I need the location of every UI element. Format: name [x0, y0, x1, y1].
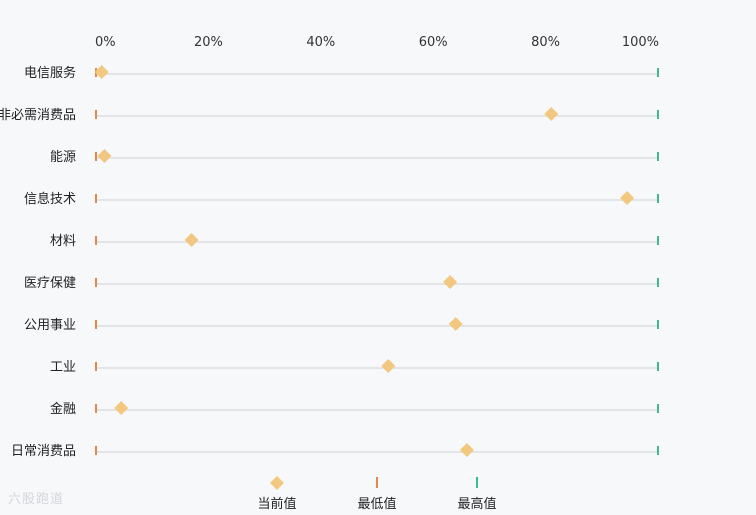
legend-label: 最低值: [357, 496, 396, 512]
watermark-logo: 六股跑道: [8, 492, 65, 507]
x-tick-label: 20%: [194, 35, 223, 50]
x-tick-label: 80%: [531, 35, 560, 50]
legend: 当前值 最低值 最高值: [257, 476, 497, 512]
chart-row: 信息技术: [24, 191, 659, 207]
chart-row: 公用事业: [24, 317, 659, 333]
chart-row: 工业: [50, 359, 659, 375]
current-value-marker: [544, 107, 559, 121]
current-value-marker: [94, 65, 109, 79]
x-tick-label: 40%: [306, 35, 335, 50]
category-label: 医疗保健: [24, 276, 76, 291]
legend-item: 最高值: [457, 477, 497, 512]
legend-item: 最低值: [357, 477, 397, 512]
current-value-marker: [184, 233, 199, 247]
current-value-marker: [114, 401, 129, 415]
category-label: 材料: [50, 234, 76, 249]
current-value-marker: [448, 317, 463, 331]
chart-row: 金融: [50, 401, 659, 417]
category-label: 公用事业: [24, 318, 76, 333]
chart-row: 电信服务: [24, 65, 659, 81]
chart-row: 材料: [50, 233, 659, 249]
legend-label: 当前值: [257, 496, 296, 512]
current-value-marker: [459, 443, 474, 457]
current-value-marker: [443, 275, 458, 289]
current-value-marker: [97, 149, 112, 163]
category-label: 日常消费品: [11, 444, 76, 459]
category-label: 工业: [50, 360, 76, 375]
current-value-marker: [381, 359, 396, 373]
x-tick-label: 0%: [95, 35, 116, 50]
category-label: 电信服务: [24, 65, 76, 81]
legend-diamond-icon: [270, 476, 284, 490]
chart-row: 日常消费品: [11, 443, 659, 459]
chart-row: 非必需消费品: [0, 107, 659, 123]
x-tick-label: 100%: [622, 35, 659, 50]
current-value-marker: [620, 191, 635, 205]
category-label: 能源: [50, 150, 76, 165]
legend-item: 当前值: [257, 476, 297, 512]
legend-label: 最高值: [457, 496, 496, 512]
category-label: 金融: [50, 401, 76, 417]
chart-row: 医疗保健: [24, 275, 659, 291]
chart-row: 能源: [50, 149, 659, 165]
category-label: 非必需消费品: [0, 108, 76, 123]
x-axis-ticks: 0% 20% 40% 60% 80% 100%: [95, 35, 659, 50]
category-label: 信息技术: [24, 191, 76, 207]
x-tick-label: 60%: [419, 35, 448, 50]
